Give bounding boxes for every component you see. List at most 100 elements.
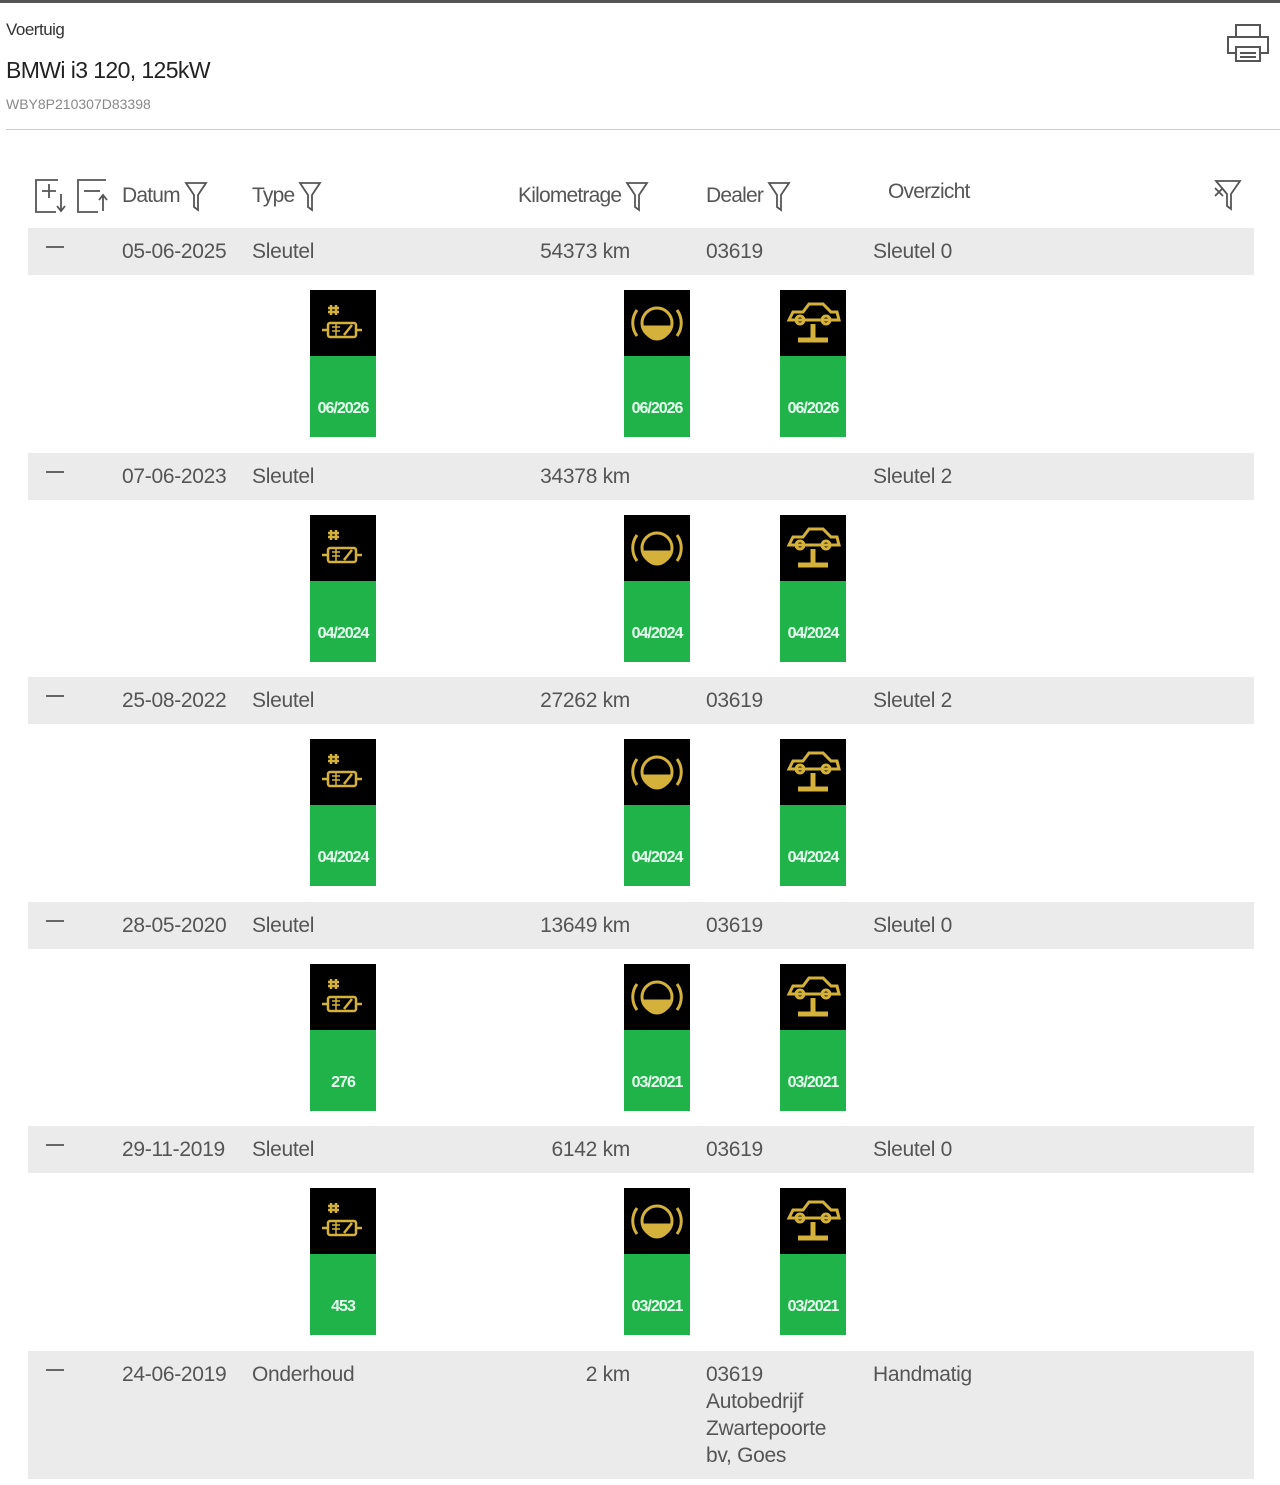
- row-overview: Sleutel 0: [873, 913, 953, 937]
- service-tile: 03/2021: [624, 963, 690, 1111]
- service-tile: 04/2024: [310, 514, 376, 662]
- service-due: 06/2026: [310, 356, 376, 437]
- column-km-label: Kilometrage: [518, 184, 622, 207]
- filter-icon[interactable]: [184, 180, 208, 212]
- service-tile: 06/2026: [310, 290, 376, 437]
- brake-fluid-icon: [624, 290, 690, 356]
- filter-icon[interactable]: [767, 180, 791, 212]
- column-dealer[interactable]: Dealer: [706, 180, 791, 212]
- vehicle-vin: WBY8P210307D83398: [6, 96, 151, 112]
- row-km: 2 km: [585, 1362, 631, 1386]
- service-due-value: 04/2024: [631, 849, 684, 866]
- service-due-value: 03/2021: [787, 1073, 840, 1091]
- clear-filter-icon[interactable]: [1212, 178, 1242, 212]
- service-due: 06/2026: [624, 356, 690, 437]
- row-km: 13649 km: [540, 913, 630, 937]
- service-due-value: 03/2021: [787, 1298, 840, 1315]
- column-type-label: Type: [252, 184, 295, 207]
- row-type: Onderhoud: [252, 1362, 355, 1386]
- row-type: Sleutel: [252, 913, 315, 937]
- battery-service-icon: [310, 963, 376, 1030]
- service-tile: 04/2024: [780, 514, 846, 662]
- column-datum-label: Datum: [122, 184, 181, 207]
- brake-fluid-icon: [624, 739, 690, 805]
- service-due-value: 276: [331, 1073, 356, 1091]
- service-tile: 03/2021: [624, 1188, 690, 1335]
- row-overview: Sleutel 0: [873, 1138, 953, 1161]
- table-row[interactable]: [28, 677, 1254, 724]
- row-date: 28-05-2020: [122, 913, 227, 937]
- row-type: Sleutel: [252, 689, 315, 712]
- vehicle-check-icon: [780, 739, 846, 805]
- divider: [6, 129, 1280, 130]
- service-due-value: 03/2021: [631, 1298, 684, 1315]
- row-dealer: 03619: [706, 689, 763, 712]
- service-due: 06/2026: [780, 356, 846, 437]
- table-row[interactable]: [28, 1350, 1254, 1479]
- column-datum[interactable]: Datum: [122, 180, 208, 212]
- row-type: Sleutel: [252, 1138, 315, 1161]
- service-due-value: 06/2026: [787, 400, 840, 417]
- service-due-value: 03/2021: [631, 1073, 684, 1091]
- service-tile: 04/2024: [624, 514, 690, 662]
- service-due: 04/2024: [310, 580, 376, 662]
- row-dealer: 03619 Autobedrijf Zwartepoorte bv, Goes: [706, 1362, 827, 1467]
- table-row[interactable]: [28, 1126, 1254, 1173]
- column-kilometrage[interactable]: Kilometrage: [518, 180, 649, 212]
- service-due: 04/2024: [780, 805, 846, 886]
- vehicle-title: BMWi i3 120, 125kW: [6, 57, 211, 83]
- collapse-row-icon[interactable]: [46, 1144, 64, 1146]
- collapse-row-icon[interactable]: [46, 1368, 64, 1371]
- vehicle-check-icon: [780, 963, 846, 1030]
- collapse-row-icon[interactable]: [46, 695, 64, 697]
- column-dealer-label: Dealer: [706, 184, 764, 207]
- row-overview: Sleutel 2: [873, 464, 953, 488]
- table-row[interactable]: [28, 228, 1254, 275]
- service-tile: 03/2021: [780, 963, 846, 1111]
- service-due: 03/2021: [624, 1029, 690, 1111]
- table-row[interactable]: [28, 452, 1254, 500]
- filter-icon[interactable]: [298, 180, 323, 212]
- row-km: 6142 km: [551, 1138, 631, 1161]
- collapse-row-icon[interactable]: [46, 919, 64, 922]
- service-tile: 04/2024: [624, 739, 690, 886]
- table-row[interactable]: [28, 901, 1254, 949]
- service-tile: 03/2021: [780, 1188, 846, 1335]
- column-type[interactable]: Type: [252, 180, 323, 212]
- row-date: 05-06-2025: [122, 240, 227, 263]
- top-border: [0, 0, 1280, 3]
- row-date: 07-06-2023: [122, 464, 227, 488]
- collapse-row-icon[interactable]: [46, 246, 64, 248]
- battery-service-icon: [310, 290, 376, 356]
- row-overview: Sleutel 2: [873, 689, 953, 712]
- filter-icon[interactable]: [625, 180, 649, 212]
- service-due-value: 04/2024: [787, 624, 840, 642]
- row-date: 25-08-2022: [122, 689, 227, 712]
- expand-all-icon[interactable]: [34, 178, 68, 214]
- service-due: 04/2024: [310, 805, 376, 886]
- service-due-value: 06/2026: [631, 400, 684, 417]
- row-type: Sleutel: [252, 464, 315, 488]
- print-icon[interactable]: [1226, 22, 1270, 66]
- row-type: Sleutel: [252, 240, 315, 263]
- brake-fluid-icon: [624, 963, 690, 1030]
- row-dealer: 03619: [706, 913, 763, 937]
- vehicle-check-icon: [780, 514, 846, 581]
- vehicle-check-icon: [780, 1188, 846, 1254]
- row-km: 27262 km: [540, 689, 630, 712]
- service-due: 03/2021: [780, 1029, 846, 1111]
- service-due: 04/2024: [780, 580, 846, 662]
- service-tile: 04/2024: [310, 739, 376, 886]
- service-due: 03/2021: [780, 1254, 846, 1335]
- service-due-value: 04/2024: [631, 624, 684, 642]
- vehicle-check-icon: [780, 290, 846, 356]
- service-due-value: 04/2024: [787, 849, 840, 866]
- collapse-all-icon[interactable]: [76, 178, 110, 214]
- service-due-value: 06/2026: [317, 400, 370, 417]
- service-due: 04/2024: [624, 805, 690, 886]
- section-label: Voertuig: [6, 20, 65, 39]
- column-overzicht: Overzicht: [888, 180, 970, 204]
- collapse-row-icon[interactable]: [46, 470, 64, 473]
- service-tile: 04/2024: [780, 739, 846, 886]
- row-dealer: 03619: [706, 1138, 763, 1161]
